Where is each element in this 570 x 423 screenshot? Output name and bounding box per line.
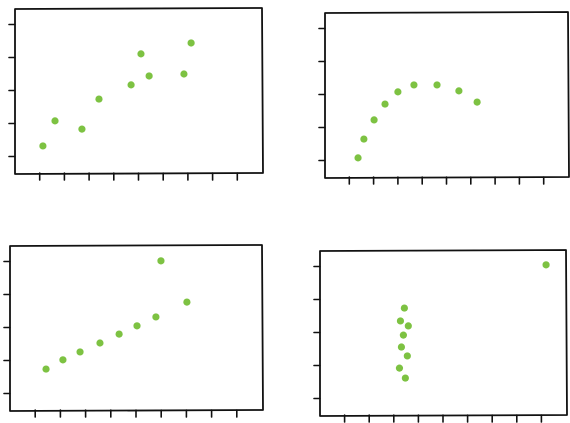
point [127,81,135,89]
point [76,348,84,356]
point [397,343,406,351]
point [370,116,378,124]
point [180,70,188,78]
point [401,374,409,382]
point [542,261,550,269]
point [157,257,165,265]
point [396,317,405,325]
point [410,81,418,89]
point [51,117,59,125]
point [78,125,86,133]
point [145,72,153,80]
point [133,322,141,330]
point [433,81,441,89]
point [96,339,104,347]
point [399,331,407,339]
plot-frame [14,7,264,175]
point [473,98,481,106]
point [59,356,67,364]
point [42,365,50,373]
point [394,88,402,96]
point [115,330,123,338]
point [152,313,160,321]
point [404,322,412,330]
plot-frame [324,11,570,179]
point [403,352,411,360]
point [395,364,404,372]
point [95,95,103,103]
point [39,142,47,150]
point [381,100,389,108]
point [360,135,368,143]
point [400,304,408,312]
point [354,154,362,162]
point [137,50,145,58]
point [183,298,191,306]
point [455,87,463,95]
plot-frame [319,249,568,417]
point [187,39,195,47]
plot-frame [9,244,264,412]
